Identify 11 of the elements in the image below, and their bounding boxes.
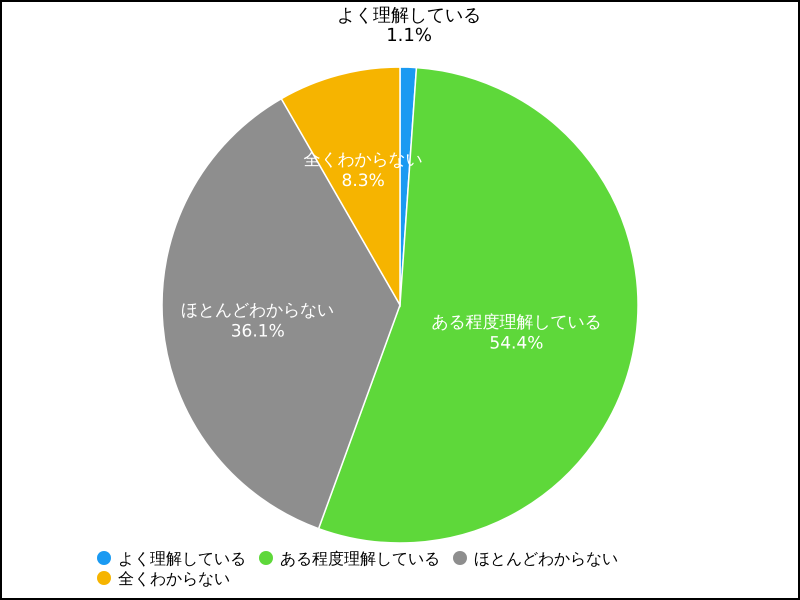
slice-label: よく理解している [337,5,482,26]
legend-label: ある程度理解している [280,549,440,568]
data-label: 8.3% [342,171,385,192]
slice-label: ほとんどわからない [181,300,334,320]
data-label: 36.1% [230,321,285,342]
data-label: 1.1% [386,25,432,46]
legend-label: よく理解している [118,549,246,568]
data-label: 54.4% [489,334,544,354]
legend-label: 全くわからない [118,569,230,588]
slice-label: ある程度理解している [431,312,602,333]
legend-label: ほとんどわからない [474,549,618,568]
